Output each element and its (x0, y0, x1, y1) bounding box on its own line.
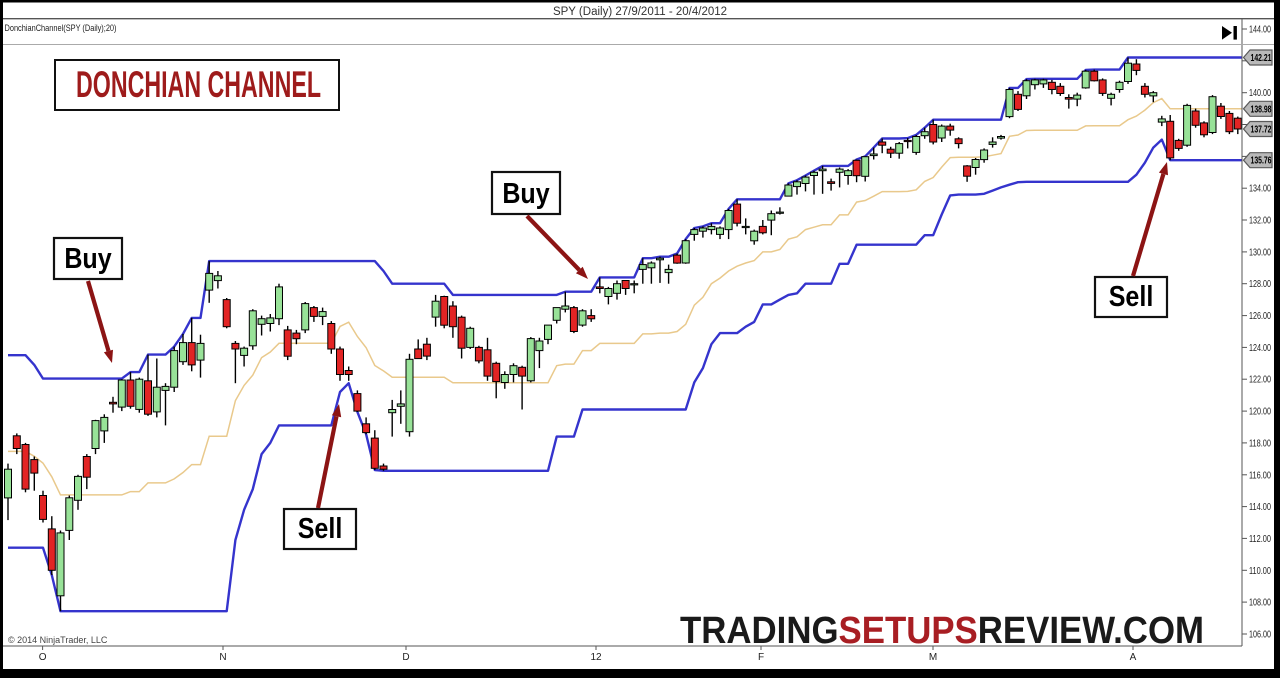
svg-text:N: N (219, 652, 226, 663)
svg-text:112.00: 112.00 (1249, 534, 1271, 545)
svg-text:144.00: 144.00 (1249, 25, 1271, 36)
svg-text:132.00: 132.00 (1249, 216, 1271, 227)
svg-text:135.76: 135.76 (1251, 156, 1272, 167)
svg-text:SPY (Daily) 27/9/2011 - 20/4/: SPY (Daily) 27/9/2011 - 20/4/2012 (553, 6, 727, 18)
svg-text:142.21: 142.21 (1251, 53, 1272, 64)
svg-text:137.72: 137.72 (1251, 125, 1272, 136)
svg-text:DonchianChannel(SPY (Daily);20: DonchianChannel(SPY (Daily);20) (5, 23, 117, 34)
svg-text:124.00: 124.00 (1249, 343, 1271, 354)
svg-text:Sell: Sell (298, 513, 343, 545)
svg-text:140.00: 140.00 (1249, 88, 1271, 99)
svg-text:Buy: Buy (502, 178, 549, 210)
svg-text:12: 12 (590, 652, 602, 663)
svg-text:© 2014 NinjaTrader, LLC: © 2014 NinjaTrader, LLC (8, 635, 108, 645)
svg-text:122.00: 122.00 (1249, 375, 1271, 386)
svg-text:118.00: 118.00 (1249, 438, 1271, 449)
svg-text:108.00: 108.00 (1249, 598, 1271, 609)
svg-text:116.00: 116.00 (1249, 470, 1271, 481)
svg-text:138.98: 138.98 (1251, 104, 1272, 115)
svg-text:126.00: 126.00 (1249, 311, 1271, 322)
svg-text:Buy: Buy (64, 243, 111, 275)
svg-text:TRADINGSETUPSREVIEW.COM: TRADINGSETUPSREVIEW.COM (680, 610, 1204, 652)
svg-text:O: O (39, 652, 47, 663)
svg-text:Sell: Sell (1109, 281, 1154, 313)
svg-text:134.00: 134.00 (1249, 184, 1271, 195)
svg-text:D: D (402, 652, 409, 663)
svg-text:A: A (1130, 652, 1137, 663)
svg-text:110.00: 110.00 (1249, 566, 1271, 577)
svg-text:DONCHIAN CHANNEL: DONCHIAN CHANNEL (76, 64, 321, 105)
svg-text:128.00: 128.00 (1249, 279, 1271, 290)
svg-text:120.00: 120.00 (1249, 407, 1271, 418)
svg-text:130.00: 130.00 (1249, 247, 1271, 258)
svg-text:114.00: 114.00 (1249, 502, 1271, 513)
svg-text:106.00: 106.00 (1249, 630, 1271, 641)
svg-text:F: F (758, 652, 764, 663)
svg-text:M: M (929, 652, 937, 663)
